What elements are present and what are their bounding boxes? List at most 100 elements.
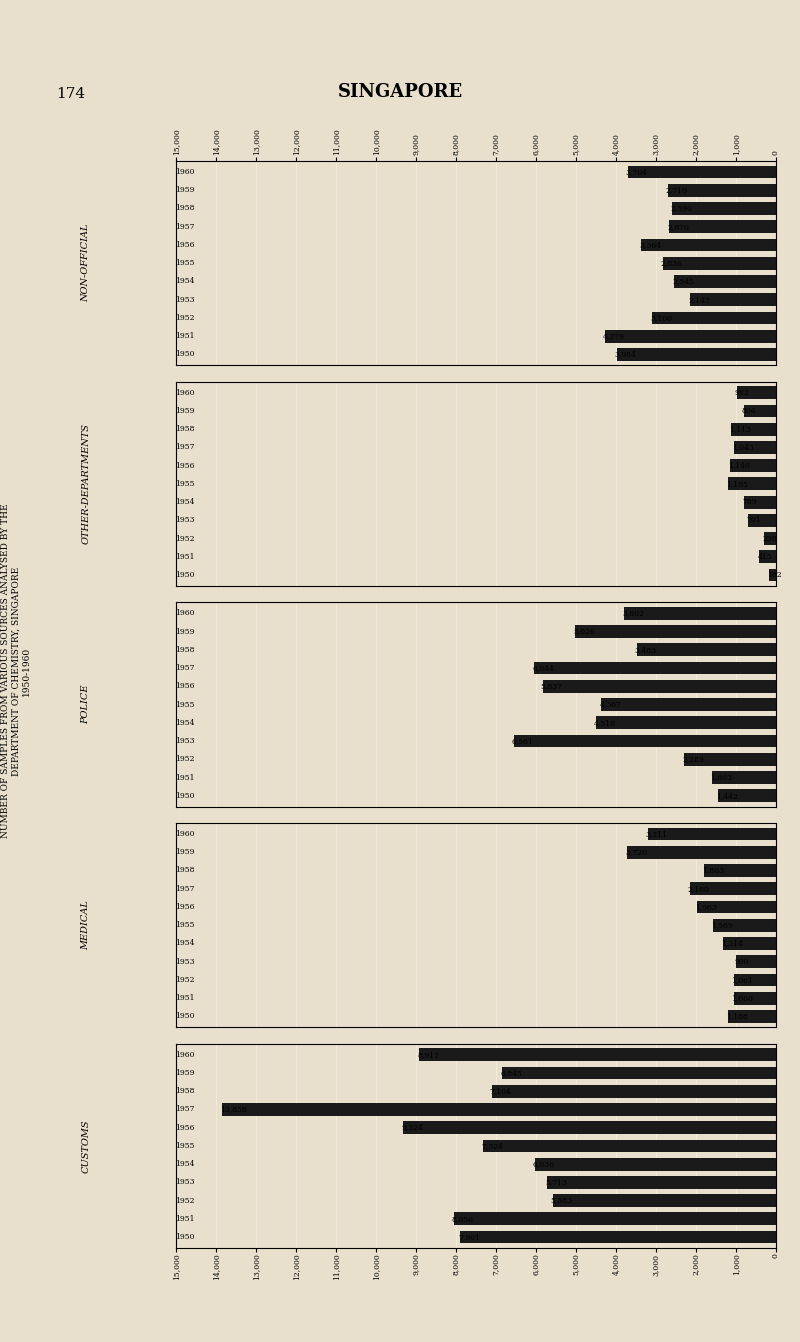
Text: 2,289: 2,289 [682,756,704,764]
Text: 4,367: 4,367 [599,701,622,709]
Bar [690,882,776,895]
Bar [542,680,776,692]
Text: 3,364: 3,364 [639,242,662,250]
Bar [734,992,776,1005]
Bar [662,256,776,270]
Text: 1959: 1959 [175,628,195,636]
Text: 1951: 1951 [175,773,195,781]
Text: 5,713: 5,713 [546,1178,567,1186]
Bar [534,1158,776,1170]
Bar [734,442,776,454]
Text: 174: 174 [56,87,85,101]
Text: 7,324: 7,324 [481,1142,503,1150]
Text: 1,963: 1,963 [695,903,718,911]
Text: 7,901: 7,901 [458,1233,480,1241]
Bar [737,386,776,399]
Text: 1953: 1953 [175,958,195,966]
Text: 1953: 1953 [175,737,195,745]
Text: 3,211: 3,211 [646,829,667,837]
Text: 1952: 1952 [175,1197,195,1205]
Bar [624,607,776,620]
Bar [514,734,776,747]
Text: 1952: 1952 [175,534,195,542]
Bar [403,1122,776,1134]
Bar [698,900,776,914]
Text: 1959: 1959 [175,1070,195,1076]
Bar [647,828,776,840]
Text: NUMBER OF SAMPLES FROM VARIOUS SOURCES ANALYSED BY THE
DEPARTMENT OF CHEMISTRY, : NUMBER OF SAMPLES FROM VARIOUS SOURCES A… [1,503,31,839]
Text: 2,710: 2,710 [666,187,687,195]
Text: 1956: 1956 [175,462,195,470]
Text: 1960: 1960 [175,1051,195,1059]
Text: 4,279: 4,279 [603,333,625,340]
Text: 1959: 1959 [175,848,195,856]
Text: 6,044: 6,044 [532,664,554,672]
Text: 1956: 1956 [175,903,195,911]
Bar [704,864,776,876]
Text: 3,704: 3,704 [626,168,648,176]
Text: 13,858: 13,858 [220,1106,246,1114]
Text: 1,569: 1,569 [711,921,733,929]
Text: 1954: 1954 [175,1159,195,1168]
Text: 1960: 1960 [175,609,195,617]
Text: POLICE: POLICE [82,684,90,725]
Text: 1953: 1953 [175,1178,195,1186]
Text: 1955: 1955 [175,1142,195,1150]
Bar [685,753,776,766]
Bar [714,919,776,931]
Text: 1952: 1952 [175,976,195,984]
Text: 1956: 1956 [175,1123,195,1131]
Text: 9,324: 9,324 [401,1123,423,1131]
Bar [723,937,776,950]
Bar [690,294,776,306]
Text: 1960: 1960 [175,168,195,176]
Text: 7,104: 7,104 [490,1087,512,1095]
Text: 1953: 1953 [175,295,195,303]
Text: 1958: 1958 [175,425,195,433]
Text: 1950: 1950 [175,792,195,800]
Text: 1,113: 1,113 [730,425,751,433]
Text: 5,026: 5,026 [573,628,595,636]
Text: 1956: 1956 [175,242,195,250]
Text: 1954: 1954 [175,939,195,947]
Text: 2,836: 2,836 [661,259,682,267]
Bar [730,459,776,472]
Text: 3,984: 3,984 [614,350,637,358]
Text: 1957: 1957 [175,1106,195,1114]
Text: 1958: 1958 [175,204,195,212]
Text: 806: 806 [742,407,756,415]
Bar [547,1176,776,1189]
Text: 1,061: 1,061 [731,976,754,984]
Text: 1,442: 1,442 [716,792,738,800]
Text: 3,802: 3,802 [622,609,644,617]
Text: 1953: 1953 [175,517,195,525]
Text: 1957: 1957 [175,223,195,231]
Bar [637,643,776,656]
Bar [769,569,776,581]
Text: 1957: 1957 [175,664,195,672]
Text: 1960: 1960 [175,829,195,837]
Text: 6,036: 6,036 [533,1159,554,1168]
Bar [731,423,776,436]
Text: CUSTOMS: CUSTOMS [82,1119,90,1173]
Text: SINGAPORE: SINGAPORE [338,83,462,101]
Text: 1957: 1957 [175,443,195,451]
Bar [712,772,776,784]
Bar [628,165,776,178]
Text: 2,590: 2,590 [670,204,692,212]
Text: 1,803: 1,803 [702,867,724,875]
Text: 1950: 1950 [175,1012,195,1020]
Bar [759,550,776,564]
Text: 4,510: 4,510 [594,719,615,727]
Bar [602,698,776,711]
Text: 5,583: 5,583 [550,1197,573,1205]
Text: 6,845: 6,845 [500,1070,522,1076]
Bar [460,1231,776,1244]
Text: 1958: 1958 [175,1087,195,1095]
Text: 1957: 1957 [175,884,195,892]
Text: 1951: 1951 [175,994,195,1002]
Text: 415: 415 [758,553,772,561]
Bar [734,973,776,986]
Bar [729,1011,776,1023]
Text: 990: 990 [734,958,749,966]
